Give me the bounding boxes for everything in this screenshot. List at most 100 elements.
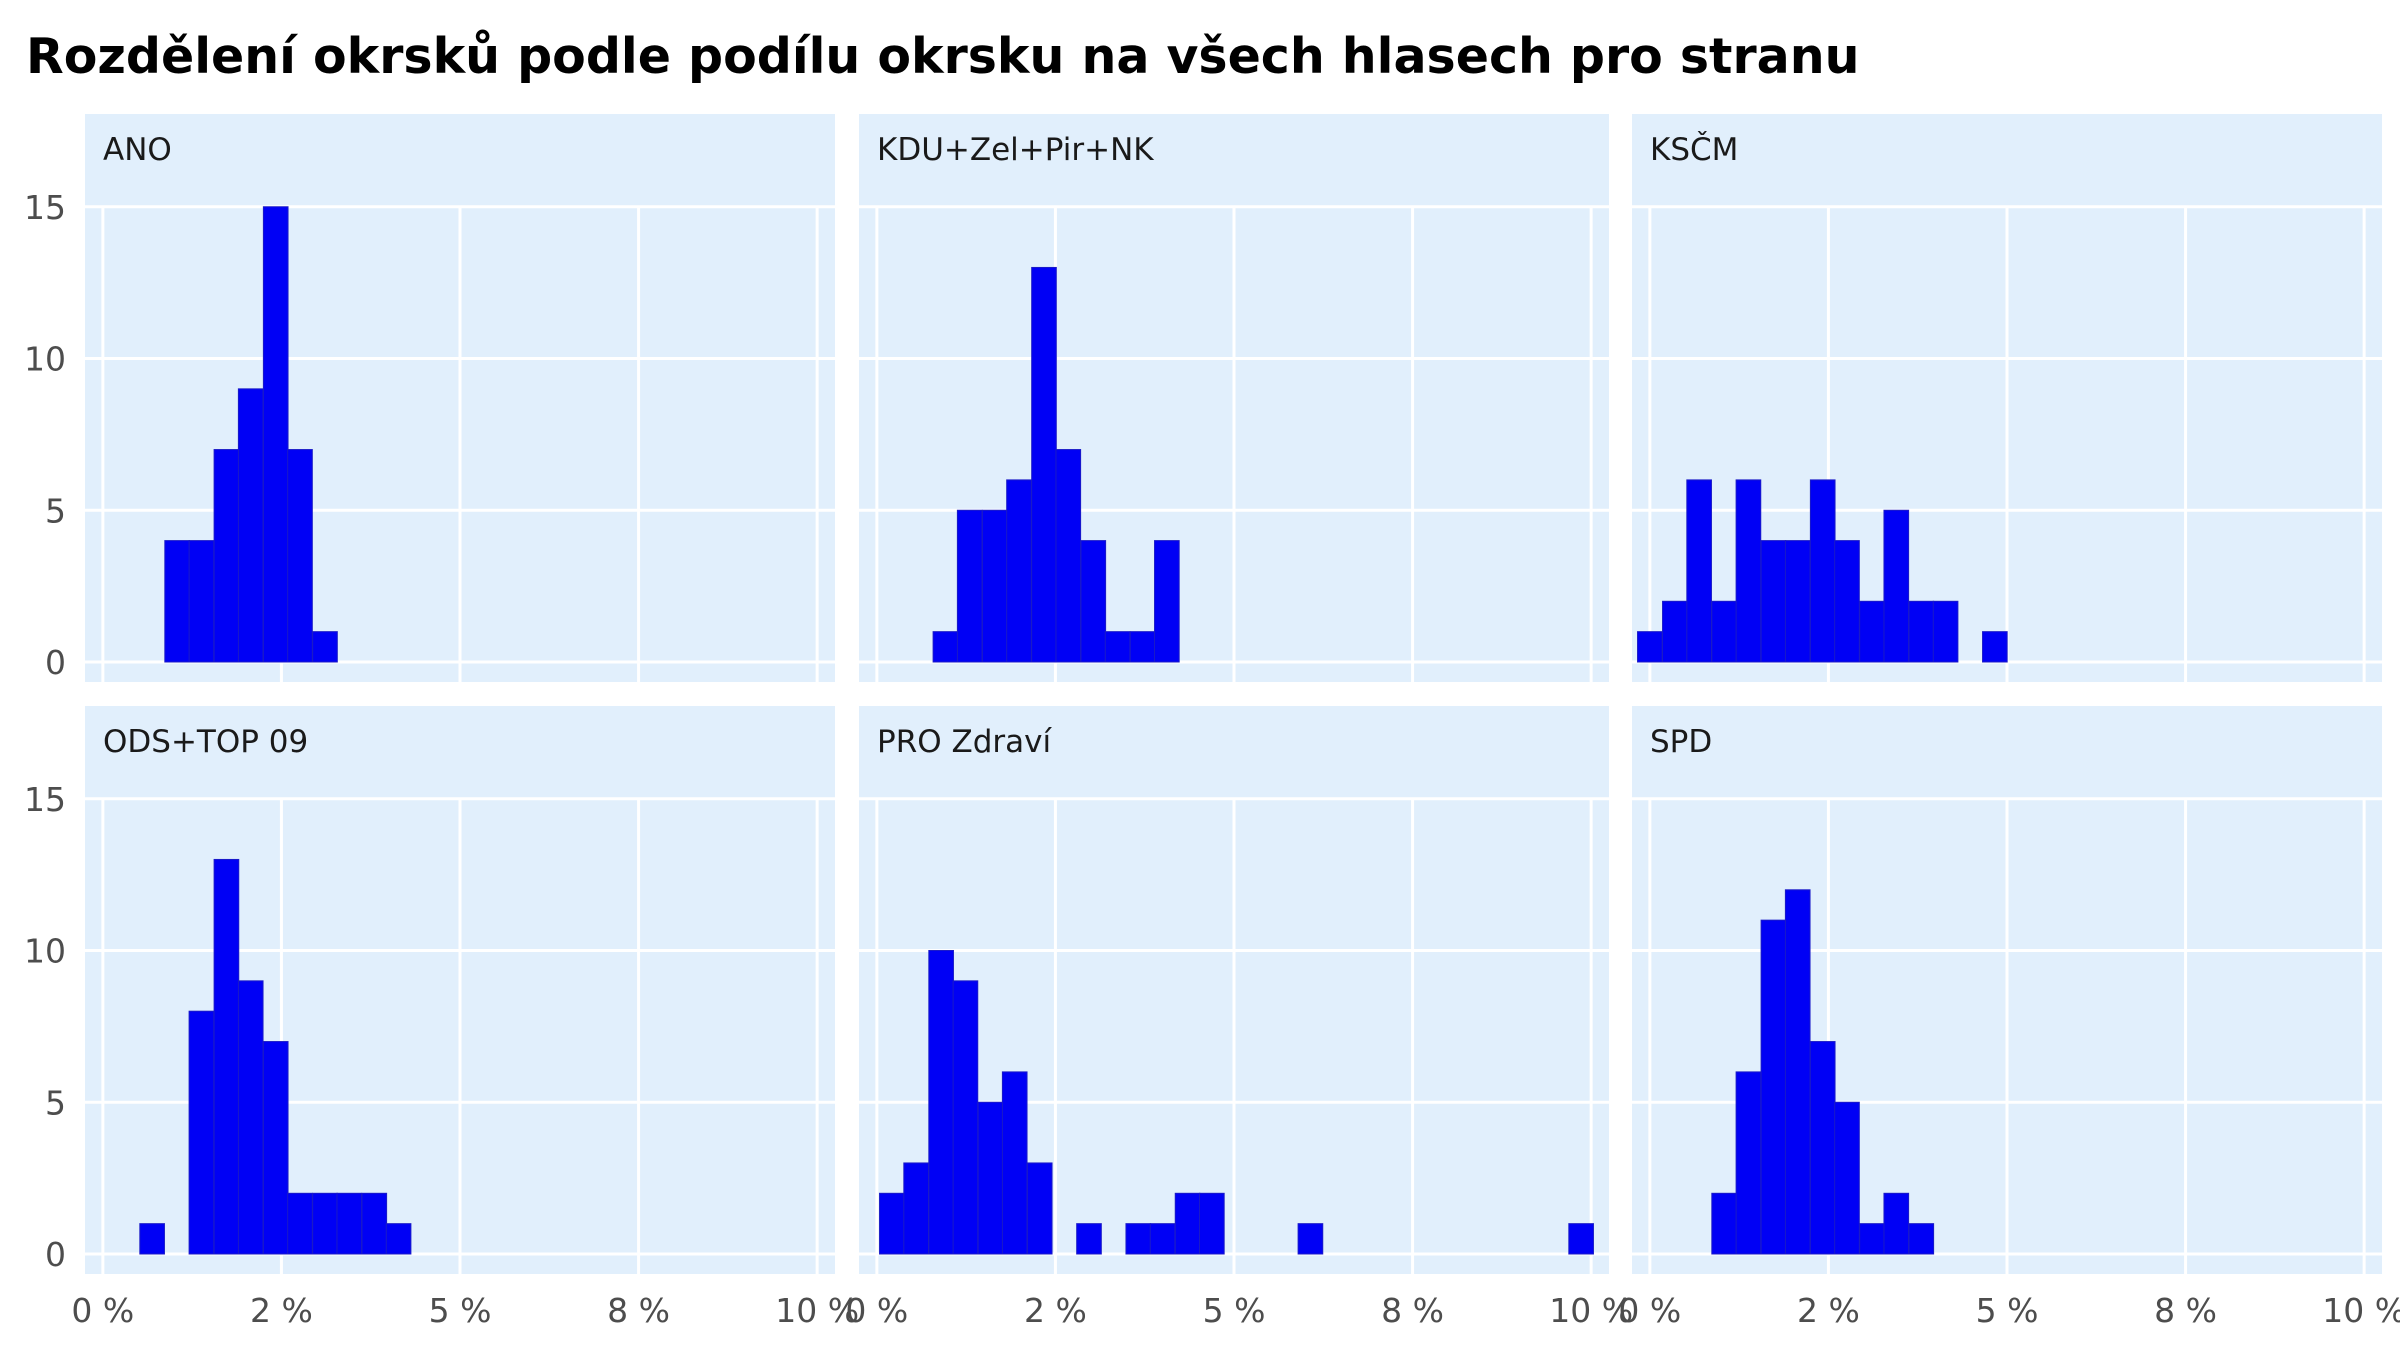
x-tick-label: 5 % <box>429 1291 492 1330</box>
facet-panel-ano: ANO <box>85 114 835 682</box>
histogram-bar <box>956 509 983 663</box>
y-tick-label: 10 <box>24 340 66 379</box>
histogram-bar <box>1784 540 1811 663</box>
facet-panel-spd: SPD <box>1632 706 2382 1274</box>
histogram-bar <box>1174 1192 1201 1255</box>
facet-label: ANO <box>103 132 172 168</box>
histogram-bar <box>1125 1223 1152 1255</box>
x-tick-label: 5 % <box>1203 1291 1266 1330</box>
histogram-bar <box>312 1192 338 1255</box>
histogram-bar <box>287 449 313 663</box>
facet-label: ODS+TOP 09 <box>103 724 308 760</box>
facet-panel-ods-top-09: ODS+TOP 09 <box>85 706 835 1274</box>
histogram-bar <box>213 858 240 1255</box>
histogram-bar <box>1129 631 1156 663</box>
histogram-bar <box>928 950 954 1255</box>
histogram-bar <box>1908 600 1935 663</box>
x-tick-label: 8 % <box>1381 1291 1444 1330</box>
facet-label: KSČM <box>1650 131 1738 168</box>
histogram-bar <box>1760 919 1787 1255</box>
y-tick-label: 15 <box>24 188 66 227</box>
histogram-bar <box>932 631 959 663</box>
histogram-bar <box>1006 479 1032 663</box>
x-tick-label: 10 % <box>775 1291 859 1330</box>
x-tick-label: 10 % <box>1549 1291 1633 1330</box>
x-tick-label: 2 % <box>250 1291 313 1330</box>
histogram-bar <box>262 1041 289 1255</box>
x-tick-label: 5 % <box>1976 1291 2039 1330</box>
x-tick-label: 8 % <box>2154 1291 2217 1330</box>
histogram-bar <box>262 206 289 663</box>
histogram-bar <box>1080 540 1107 663</box>
x-tick-label: 0 % <box>1618 1291 1681 1330</box>
facet-panel-pro-zdravi: PRO Zdraví <box>859 706 1609 1274</box>
y-tick-label: 10 <box>24 932 66 971</box>
histogram-bar <box>1834 540 1860 663</box>
histogram-bar <box>1199 1192 1225 1255</box>
histogram-bar <box>1760 540 1787 663</box>
histogram-bar <box>1932 600 1959 663</box>
x-tick-label: 0 % <box>845 1291 908 1330</box>
histogram-bar <box>1154 540 1180 663</box>
y-tick-label: 5 <box>45 491 66 530</box>
x-tick-label: 2 % <box>1024 1291 1087 1330</box>
histogram-bar <box>1055 449 1082 663</box>
histogram-bar <box>1809 479 1836 663</box>
histogram-bar <box>1834 1101 1860 1255</box>
histogram-bar <box>336 1192 363 1255</box>
histogram-bar <box>1982 631 2008 663</box>
histogram-bar <box>952 980 979 1255</box>
facet-label: KDU+Zel+Pir+NK <box>877 132 1154 168</box>
histogram-bar <box>1031 266 1057 663</box>
histogram-bar <box>237 980 264 1255</box>
histogram-bar <box>1809 1041 1836 1255</box>
histogram-bar <box>188 1010 215 1255</box>
chart-title: Rozdělení okrsků podle podílu okrsku na … <box>26 28 1860 85</box>
y-tick-label: 0 <box>45 643 66 682</box>
histogram-bar <box>1076 1223 1102 1255</box>
histogram-bar <box>213 449 240 663</box>
histogram-bar <box>385 1223 412 1255</box>
histogram-bar <box>312 631 338 663</box>
histogram-bar <box>287 1192 313 1255</box>
histogram-bar <box>164 540 190 663</box>
y-tick-label: 5 <box>45 1083 66 1122</box>
histogram-bar <box>903 1162 929 1255</box>
y-tick-label: 15 <box>24 780 66 819</box>
histogram-bar <box>1883 1192 1910 1255</box>
histogram-bar <box>139 1223 165 1255</box>
histogram-bar <box>1711 600 1737 663</box>
histogram-bar <box>1149 1223 1176 1255</box>
histogram-bar <box>1568 1223 1594 1255</box>
facet-panel-kdu-zel-pir-nk: KDU+Zel+Pir+NK <box>859 114 1609 682</box>
histogram-bar <box>237 388 264 663</box>
histogram-bar <box>361 1192 388 1255</box>
histogram-bar <box>1686 479 1712 663</box>
histogram-bar <box>1735 479 1762 663</box>
histogram-bar <box>981 509 1008 663</box>
histogram-bar <box>1104 631 1131 663</box>
histogram-bar <box>1883 509 1910 663</box>
facet-label: PRO Zdraví <box>877 724 1052 760</box>
histogram-bar <box>879 1192 905 1255</box>
histogram-bar <box>1908 1223 1935 1255</box>
histogram-bar <box>1859 600 1885 663</box>
histogram-bar <box>1026 1162 1053 1255</box>
histogram-bar <box>1735 1071 1762 1255</box>
histogram-bar <box>188 540 215 663</box>
histogram-bar <box>977 1101 1004 1255</box>
x-tick-label: 2 % <box>1797 1291 1860 1330</box>
facet-label: SPD <box>1650 724 1712 760</box>
y-tick-label: 0 <box>45 1235 66 1274</box>
x-tick-label: 8 % <box>607 1291 670 1330</box>
histogram-bar <box>1859 1223 1885 1255</box>
histogram-bar <box>1662 600 1688 663</box>
facet-panel-kscm: KSČM <box>1632 114 2382 682</box>
x-tick-label: 0 % <box>71 1291 134 1330</box>
histogram-bar <box>1637 631 1663 663</box>
x-tick-label: 10 % <box>2322 1291 2400 1330</box>
histogram-bar <box>1001 1071 1028 1255</box>
histogram-bar <box>1784 889 1811 1255</box>
histogram-bar <box>1297 1223 1324 1255</box>
